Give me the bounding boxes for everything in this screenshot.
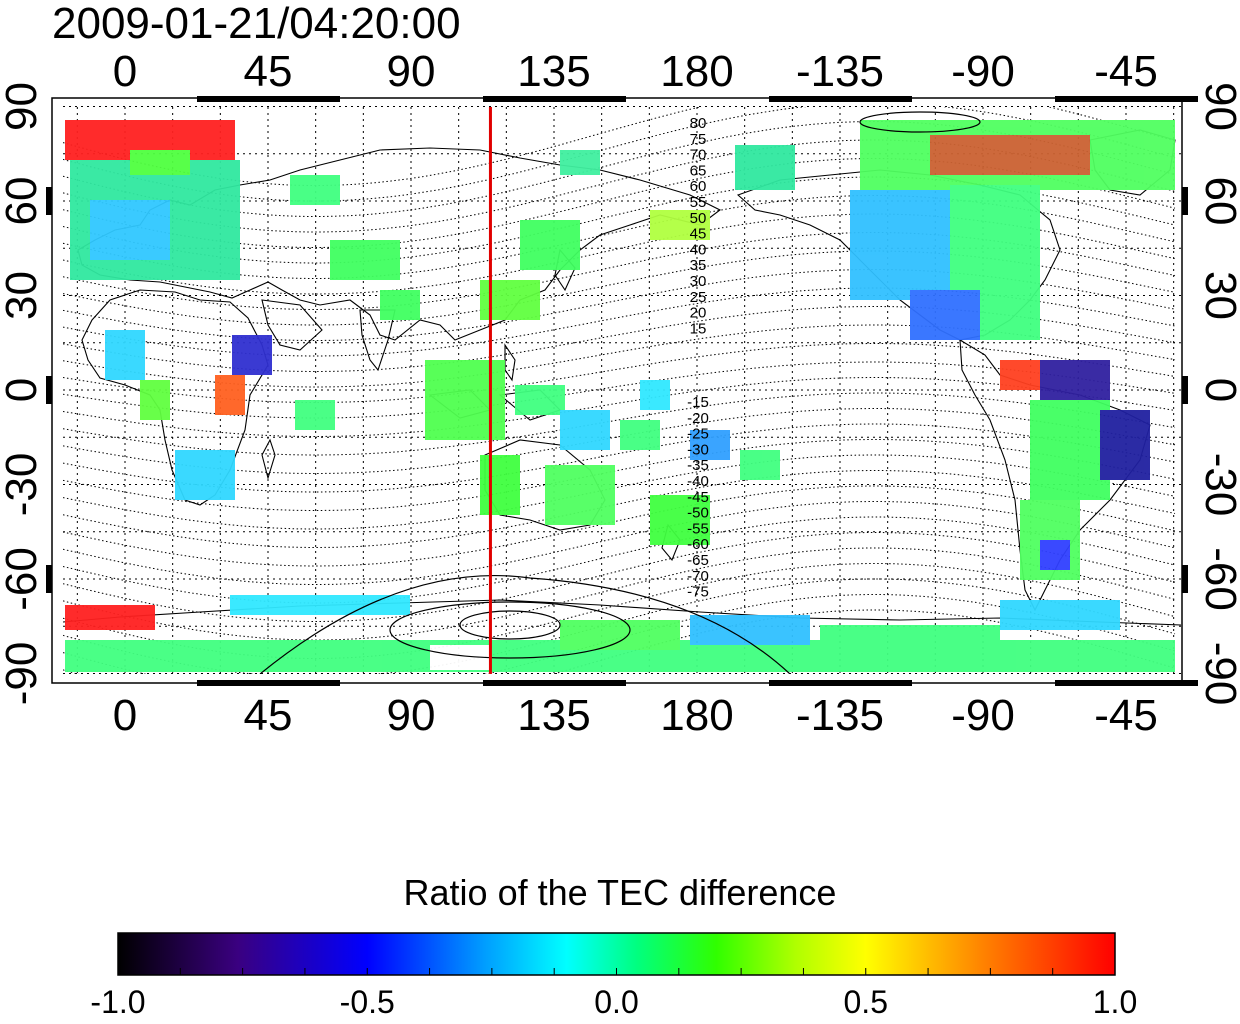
contour-label: 25 xyxy=(690,289,707,306)
contour-label: 15 xyxy=(690,320,707,337)
contour-label: -35 xyxy=(687,457,709,474)
contour-label: -65 xyxy=(687,552,709,569)
lat-tick-right: 0 xyxy=(1196,378,1240,402)
lon-tick-top: 135 xyxy=(517,47,590,96)
colorbar-ticks xyxy=(117,968,1116,975)
lat-tick-left: -30 xyxy=(0,453,46,517)
contour-label: -70 xyxy=(687,568,709,585)
contour-label: 80 xyxy=(690,115,707,132)
colorbar-tick-label: -1.0 xyxy=(90,984,146,1020)
contour-label: -20 xyxy=(687,410,709,427)
lon-tick-bottom: 45 xyxy=(244,691,293,740)
colorbar-tick-label: 0.0 xyxy=(594,984,639,1020)
contour-label: 50 xyxy=(690,210,707,227)
colorbar-tick-label: 0.5 xyxy=(843,984,888,1020)
colorbar-title: Ratio of the TEC difference xyxy=(403,872,837,913)
lon-tick-top: 90 xyxy=(387,47,436,96)
lat-tick-right: 60 xyxy=(1196,177,1240,226)
lon-tick-top: 180 xyxy=(660,47,733,96)
lon-tick-bottom: 180 xyxy=(660,691,733,740)
longitude-axis-bottom: 0 45 90 135 180 -135 -90 -45 xyxy=(113,691,1158,740)
lon-tick-top: -90 xyxy=(951,47,1015,96)
contour-label: -30 xyxy=(687,441,709,458)
contour-label: 30 xyxy=(690,273,707,290)
contour-label: -55 xyxy=(687,520,709,537)
colorbar-tick-label: -0.5 xyxy=(339,984,395,1020)
lon-tick-top: -135 xyxy=(796,47,884,96)
contour-label: -15 xyxy=(687,394,709,411)
lat-tick-left: 90 xyxy=(0,82,46,131)
lat-tick-right: 30 xyxy=(1196,271,1240,320)
contour-label: 20 xyxy=(690,305,707,322)
contour-label: 65 xyxy=(690,162,707,179)
contour-label: -45 xyxy=(687,489,709,506)
lon-tick-top: -45 xyxy=(1094,47,1158,96)
lat-tick-left: -60 xyxy=(0,547,46,611)
colorbar-tick-label: 1.0 xyxy=(1092,984,1138,1020)
lon-tick-bottom: 135 xyxy=(517,691,590,740)
plot-title: 2009-01-21/04:20:00 xyxy=(52,0,461,48)
lon-tick-top: 0 xyxy=(113,47,137,96)
lat-tick-left: 30 xyxy=(0,271,46,320)
contour-label: 55 xyxy=(690,194,707,211)
contour-label: 40 xyxy=(690,241,707,258)
dipole-pole-contours xyxy=(259,111,981,674)
contour-label: -60 xyxy=(687,536,709,553)
lat-tick-left: 60 xyxy=(0,177,46,226)
contour-label: -25 xyxy=(687,426,709,443)
lon-tick-bottom: 90 xyxy=(387,691,436,740)
contour-label: 60 xyxy=(690,178,707,195)
contour-label: 70 xyxy=(690,147,707,164)
lon-tick-bottom: -135 xyxy=(796,691,884,740)
lat-tick-right: -30 xyxy=(1196,453,1240,517)
lon-tick-bottom: -45 xyxy=(1094,691,1158,740)
lat-tick-right: 90 xyxy=(1196,82,1240,131)
latitude-axis-left: 90 60 30 0 -30 -60 -90 xyxy=(0,82,46,705)
lat-tick-right: -60 xyxy=(1196,547,1240,611)
contour-label: 45 xyxy=(690,226,707,243)
contour-label: 35 xyxy=(690,257,707,274)
lat-tick-left: -90 xyxy=(0,642,46,706)
lon-tick-bottom: 0 xyxy=(113,691,137,740)
contour-label: -50 xyxy=(687,505,709,522)
lon-tick-top: 45 xyxy=(244,47,293,96)
contour-label: -40 xyxy=(687,473,709,490)
latitude-axis-right: 90 60 30 0 -30 -60 -90 xyxy=(1196,82,1240,705)
lat-tick-left: 0 xyxy=(0,378,46,402)
lat-tick-right: -90 xyxy=(1196,642,1240,706)
contour-label: -75 xyxy=(687,584,709,601)
contour-label: 75 xyxy=(690,131,707,148)
longitude-axis-top: 0 45 90 135 180 -135 -90 -45 xyxy=(113,47,1158,96)
axis-ticks xyxy=(46,96,1198,686)
lon-tick-bottom: -90 xyxy=(951,691,1015,740)
